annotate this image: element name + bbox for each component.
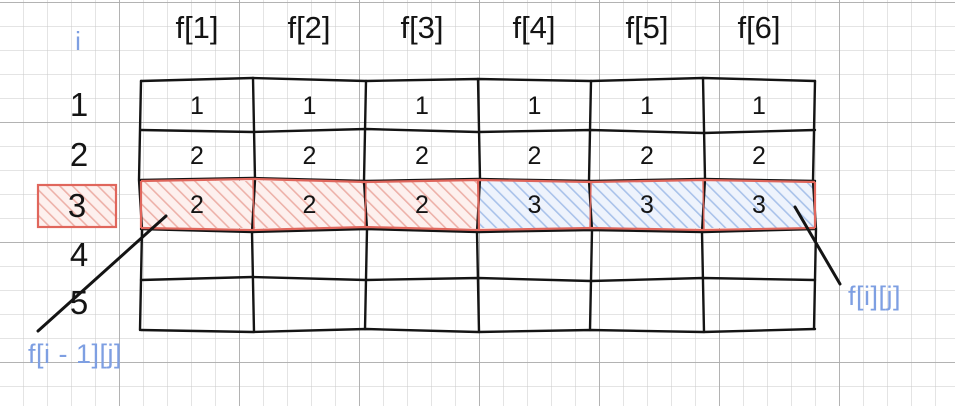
column-header-f5: f[5] <box>625 10 669 45</box>
cell-r3-c2: 2 <box>302 191 317 219</box>
annotation-current-cell: f[i][j] <box>848 281 902 311</box>
cell-r3-c5: 3 <box>640 191 654 219</box>
leader-lines <box>36 205 842 333</box>
cell-r1-c5: 1 <box>640 92 654 120</box>
cell-r3-c6: 3 <box>752 191 766 219</box>
annotation-prev-row: f[i - 1][j] <box>28 339 123 369</box>
leader-line-current <box>793 205 842 286</box>
column-header-f3: f[3] <box>400 10 444 45</box>
row-label-2: 2 <box>69 136 89 173</box>
cell-r2-c2: 2 <box>302 142 317 170</box>
cell-r2-c4: 2 <box>527 142 542 170</box>
cell-r1-c2: 1 <box>302 92 317 120</box>
cell-r2-c3: 2 <box>415 142 429 170</box>
cell-r2-c5: 2 <box>640 142 654 170</box>
row-label-1: 1 <box>69 86 89 123</box>
column-header-f2: f[2] <box>287 10 331 45</box>
column-header-f1: f[1] <box>175 10 219 45</box>
cell-r1-c4: 1 <box>527 92 542 120</box>
column-header-f6: f[6] <box>737 10 781 45</box>
row-label-5: 5 <box>69 284 89 321</box>
cell-r1-c6: 1 <box>752 92 766 120</box>
cell-r3-c3: 2 <box>415 191 429 219</box>
cell-r3-c4: 3 <box>527 191 542 219</box>
cell-r3-c1: 2 <box>190 191 204 219</box>
cell-r1-c1: 1 <box>190 92 204 120</box>
cell-r2-c6: 2 <box>752 142 766 170</box>
row-label-3-highlighted: 3 <box>67 187 87 224</box>
row-axis-label: i <box>75 26 81 56</box>
row-label-4: 4 <box>69 236 89 273</box>
cell-r2-c1: 2 <box>190 142 204 170</box>
column-header-f4: f[4] <box>512 10 556 45</box>
cell-r1-c3: 1 <box>415 92 429 120</box>
